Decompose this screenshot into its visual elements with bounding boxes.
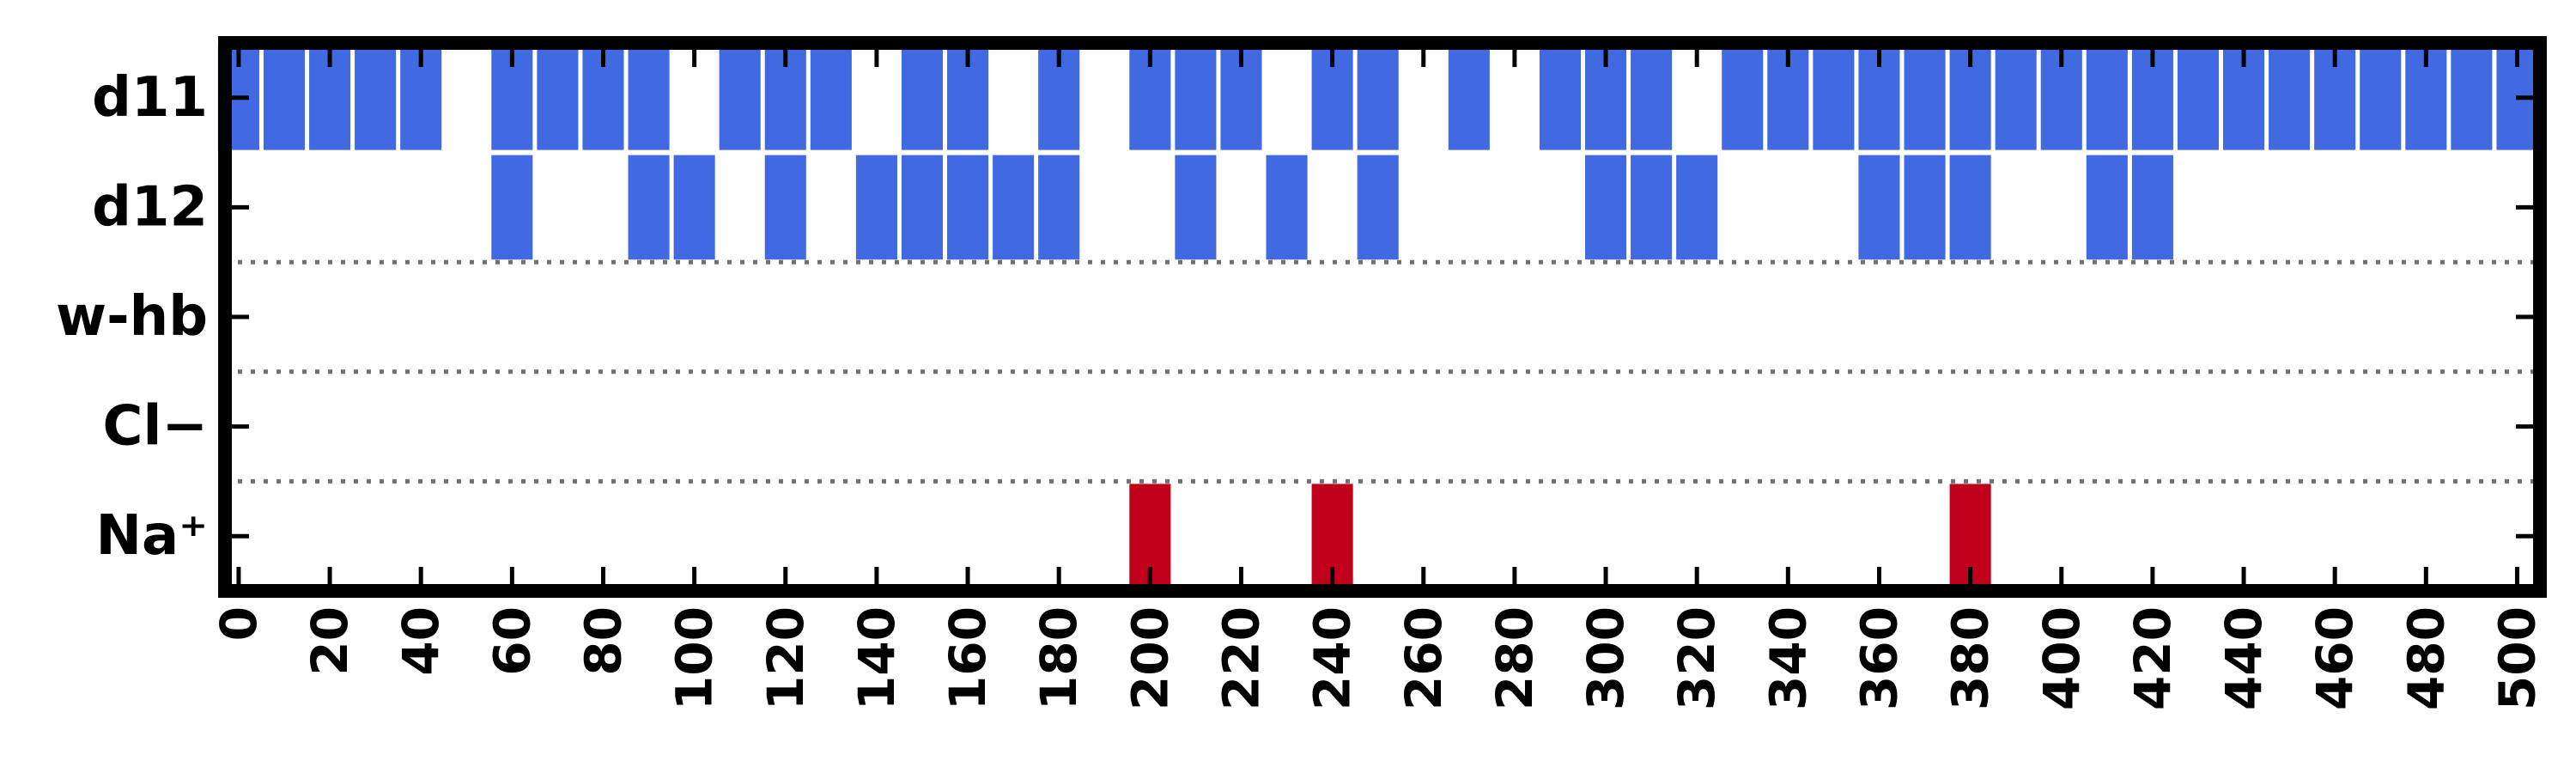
cell-d11-370 [1904,46,1946,150]
x-tick-label: 140 [848,606,906,710]
x-tick-label: 420 [2123,606,2182,710]
x-tick-label: 300 [1577,606,1635,710]
cell-d12-230 [1266,155,1308,260]
cell-d12-310 [1631,155,1673,260]
cell-d11-210 [1175,46,1217,150]
x-tick-label: 280 [1485,606,1544,710]
cell-d11-350 [1813,46,1855,150]
cell-d12-90 [628,155,670,260]
cell-d11-90 [628,46,670,150]
cell-d12-380 [1949,155,1991,260]
x-tick-label: 60 [483,606,541,676]
cell-d11-70 [537,46,579,150]
row-label: w-hb [56,285,208,349]
cell-d11-390 [1995,46,2037,150]
x-tick-label: 440 [2215,606,2273,710]
row-label: d11 [92,66,208,130]
cell-d11-270 [1448,46,1490,150]
cell-d11-430 [2177,46,2220,150]
x-tick-label: 260 [1394,606,1453,710]
cell-d11-450 [2269,46,2311,150]
cell-d12-170 [993,155,1035,260]
cell-d11-310 [1631,46,1673,150]
x-tick-label: 200 [1121,606,1179,710]
cell-d12-420 [2131,155,2173,260]
cell-d12-360 [1858,155,1900,260]
cell-d12-150 [901,155,944,260]
cell-d11-330 [1722,46,1764,150]
x-tick-label: 80 [574,606,632,676]
cell-d12-370 [1904,155,1946,260]
x-tick-label: 220 [1212,606,1270,710]
cell-d12-410 [2086,155,2128,260]
cell-d12-320 [1676,155,1718,260]
x-tick-label: 100 [665,606,724,710]
x-tick-label: 40 [392,606,450,676]
cell-d11-150 [901,46,944,150]
x-tick-label: 340 [1759,606,1817,710]
cell-d12-120 [764,155,806,260]
cell-d11-110 [719,46,761,150]
x-tick-label: 180 [1030,606,1088,710]
cell-d12-300 [1585,155,1627,260]
row-label: Na⁺ [95,504,208,568]
cell-d11-290 [1539,46,1582,150]
x-tick-label: 360 [1850,606,1908,710]
x-tick-label: 120 [756,606,815,710]
cell-d11-10 [263,46,306,150]
x-tick-label: 380 [1941,606,2000,710]
y-axis-labels: d11 d12 w-hb Cl− Na⁺ [56,66,208,568]
x-tick-label: 460 [2306,606,2364,710]
cell-d12-180 [1038,155,1080,260]
cell-d12-60 [491,155,533,260]
x-tick-label: 0 [210,606,268,641]
x-tick-label: 400 [2032,606,2091,710]
cell-d11-470 [2360,46,2402,150]
x-tick-label: 240 [1303,606,1362,710]
cell-d12-250 [1357,155,1399,260]
cell-d11-250 [1357,46,1399,150]
row-label: d12 [92,175,208,239]
cell-d11-30 [355,46,397,150]
row-label: Cl− [102,395,208,459]
x-tick-label: 500 [2488,606,2546,710]
cell-d11-130 [810,46,852,150]
cell-d12-100 [673,155,715,260]
cell-d11-410 [2086,46,2128,150]
x-tick-label: 20 [301,606,359,676]
cell-d12-140 [855,155,897,260]
x-tick-label: 480 [2397,606,2455,710]
cell-d11-490 [2451,46,2493,150]
x-tick-label: 160 [939,606,997,710]
data-cells [217,46,2538,588]
plot-border [218,36,2547,598]
cell-d12-160 [947,155,989,260]
cell-d12-210 [1175,155,1217,260]
plot-frame [218,36,2547,598]
x-axis-labels: 0 20 40 60 80 100 120 140 160 180 200 220 240 260 280 3… [210,606,2547,710]
x-tick-label: 320 [1668,606,1726,710]
